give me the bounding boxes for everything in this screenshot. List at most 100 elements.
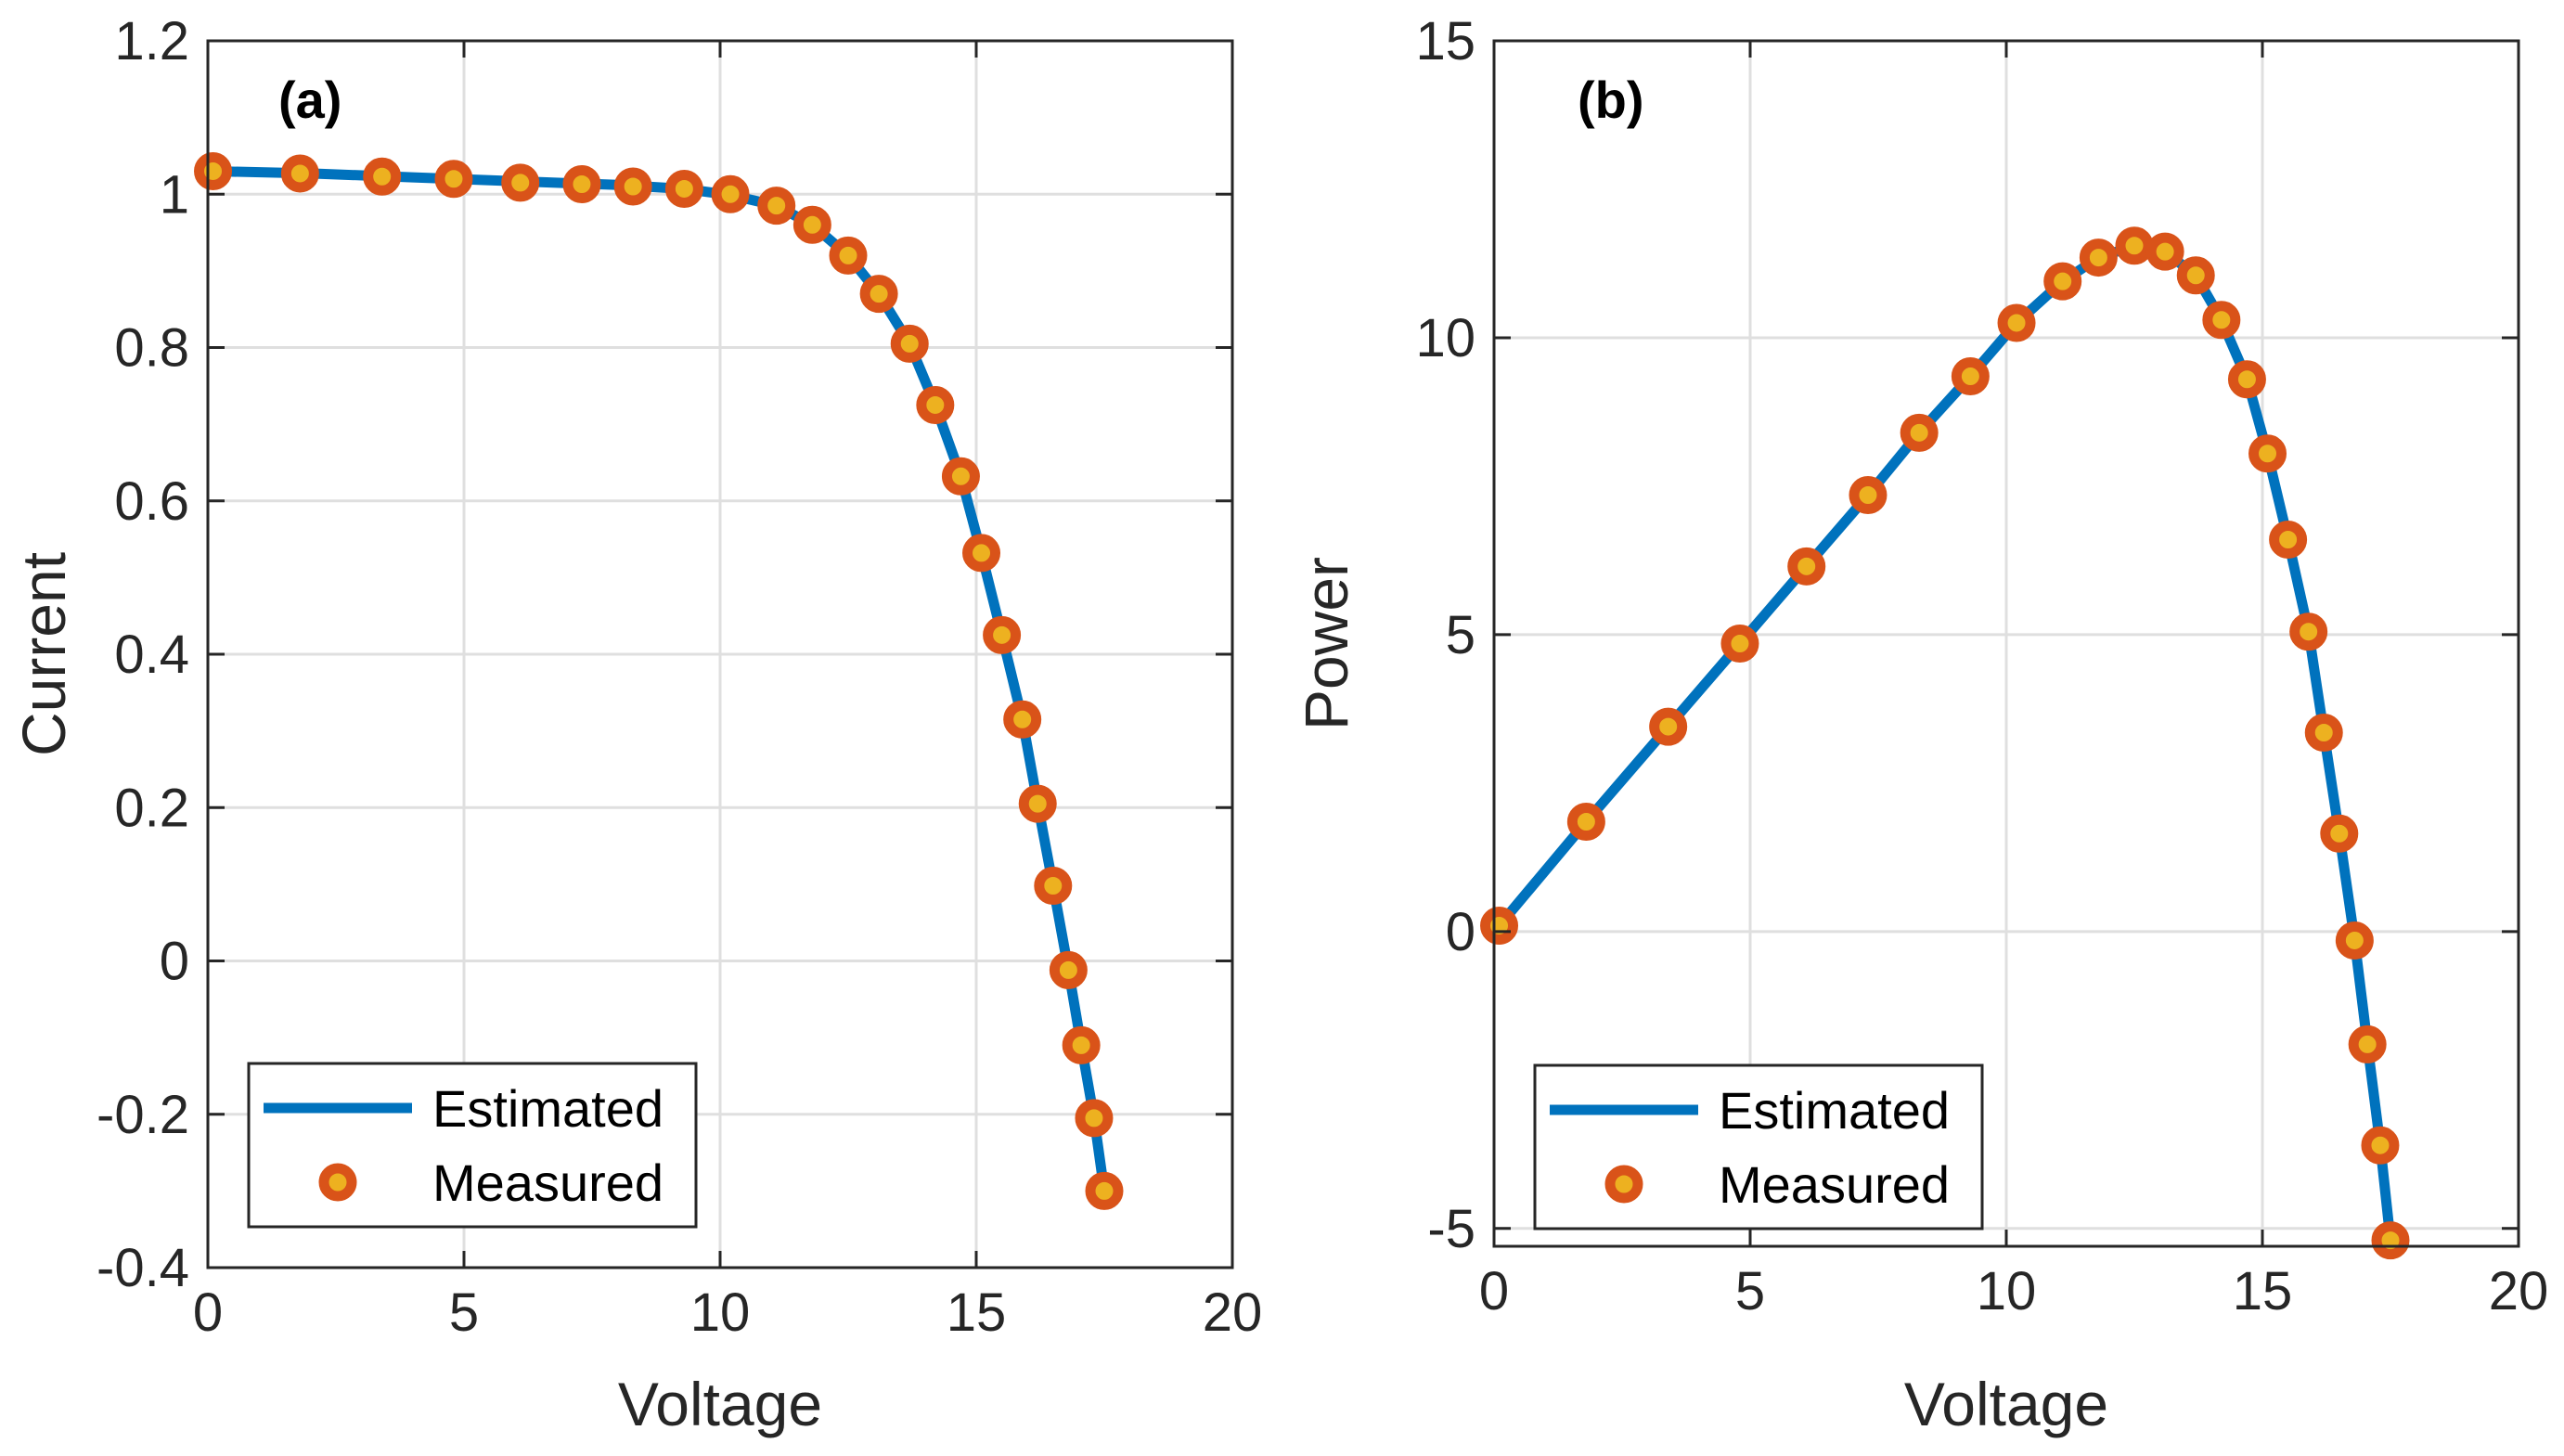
panel-a-measured-point-15 xyxy=(941,457,980,496)
panel-b-measured-point-11 xyxy=(2115,226,2154,265)
panel-a-x-tick-label-4: 20 xyxy=(1203,1282,1263,1343)
panel-b-measured-point-16 xyxy=(2248,434,2287,473)
panel-a-measured-point-6 xyxy=(613,167,652,206)
panel-a-tag: (a) xyxy=(278,71,341,129)
panel-b-ticks xyxy=(1492,39,2520,1246)
panel-a-tick-labels: 0 5 10 15 20 -0.4 -0.2 0 0.2 0.4 0.6 0.8 1 1.2 xyxy=(97,11,1262,1343)
panel-a-measured-point-3 xyxy=(434,160,473,199)
panel-b-y-tick-label-4: 15 xyxy=(1415,11,1475,71)
panel-a-legend-estimated-label: Estimated xyxy=(432,1079,664,1138)
panel-a-measured-point-16 xyxy=(962,534,1001,573)
panel-b-measured-point-23 xyxy=(2361,1126,2400,1165)
panel-b-legend: Estimated Measured xyxy=(1533,1063,1984,1231)
panel-a-measured-point-12 xyxy=(859,275,898,314)
panel-b-x-tick-label-0: 0 xyxy=(1479,1261,1509,1321)
panel-a-measured-point-1 xyxy=(280,154,319,193)
panel-b-measured-point-18 xyxy=(2289,612,2328,651)
panel-b-measured-point-7 xyxy=(1951,357,1990,396)
panel-a-measured-point-14 xyxy=(916,385,955,424)
panel-a-legend-measured-swatch xyxy=(318,1163,357,1202)
panel-b-measured-point-21 xyxy=(2335,921,2374,960)
panel-a-y-tick-label-8: 1.2 xyxy=(114,11,189,71)
panel-b-measured-point-13 xyxy=(2176,256,2215,295)
panel-b-measured-point-1 xyxy=(1566,802,1605,841)
panel-a-measured-point-5 xyxy=(562,165,601,204)
panel-a-legend: Estimated Measured xyxy=(247,1062,698,1229)
panel-a-y-tick-label-2: 0 xyxy=(160,932,189,992)
panel-a-y-tick-label-7: 1 xyxy=(160,164,189,225)
panel-b-legend-measured-swatch xyxy=(1604,1165,1643,1204)
panel-a-y-tick-label-1: -0.2 xyxy=(97,1085,189,1145)
panel-a-ticks xyxy=(206,39,1234,1269)
panel-b-y-tick-label-0: -5 xyxy=(1427,1199,1475,1259)
panel-b-measured-point-2 xyxy=(1649,707,1688,746)
panel-a-measured-point-0 xyxy=(194,151,233,190)
panel-a-measured-point-18 xyxy=(1003,700,1042,739)
panel-a-measured-point-24 xyxy=(1085,1171,1124,1210)
panel-a-y-tick-label-3: 0.2 xyxy=(114,778,189,838)
panel-a-series xyxy=(194,151,1124,1210)
panel-b-measured-point-3 xyxy=(1720,625,1759,663)
panel-a-measured-point-7 xyxy=(664,169,703,208)
panel-a-measured-point-20 xyxy=(1034,867,1073,906)
panel-a-measured-point-22 xyxy=(1062,1025,1101,1064)
panel-b-measured-point-14 xyxy=(2202,301,2241,340)
panel-b-legend-box xyxy=(1533,1063,1984,1231)
panel-a-measured-point-23 xyxy=(1075,1099,1114,1138)
panel-a-measured-point-8 xyxy=(711,174,750,213)
panel-a-measured-point-11 xyxy=(829,236,868,275)
panel-b-legend-measured-label: Measured xyxy=(1719,1155,1950,1214)
panel-a-y-tick-label-4: 0.4 xyxy=(114,625,189,685)
panel-b-y-tick-label-3: 10 xyxy=(1415,308,1475,368)
panel-a-x-tick-label-0: 0 xyxy=(193,1282,223,1343)
panel-b-measured-point-22 xyxy=(2348,1024,2387,1063)
panel-a-measured-point-17 xyxy=(983,615,1022,654)
panel-b-measured-point-5 xyxy=(1849,476,1888,515)
panel-b-measured-point-15 xyxy=(2227,360,2266,399)
panel-b-y-tick-label-2: 5 xyxy=(1446,605,1475,665)
panel-a-x-tick-label-1: 5 xyxy=(449,1282,479,1343)
panel-a-x-axis-label: Voltage xyxy=(618,1370,822,1438)
panel-a-estimated-line xyxy=(208,166,1110,1196)
panel-a-measured-point-9 xyxy=(757,187,796,225)
panel-a-measured-point-2 xyxy=(363,157,402,196)
panel-a-measured-point-19 xyxy=(1018,784,1057,823)
panel-b-measured-point-19 xyxy=(2304,713,2343,752)
panel-b-measured-point-6 xyxy=(1900,413,1939,452)
panel-b-measured-point-12 xyxy=(2145,232,2184,271)
panel-a-legend-measured-label: Measured xyxy=(432,1153,664,1212)
panel-b-measured-point-8 xyxy=(1997,303,2036,342)
panel-a-current-vs-voltage: 0 5 10 15 20 -0.4 -0.2 0 0.2 0.4 0.6 0.8 1 1.2 (a) Vo… xyxy=(9,11,1262,1438)
panel-b-measured-point-4 xyxy=(1787,547,1826,586)
panel-a-measured-point-4 xyxy=(501,163,540,202)
panel-a-y-tick-label-0: -0.4 xyxy=(97,1238,189,1298)
panel-b-x-tick-label-2: 10 xyxy=(1977,1261,2037,1321)
panel-a-measured-point-21 xyxy=(1049,950,1088,989)
panel-b-measured-point-24 xyxy=(2371,1221,2410,1260)
panel-a-y-tick-label-6: 0.8 xyxy=(114,318,189,379)
panel-b-tag: (b) xyxy=(1578,71,1644,129)
panel-a-legend-box xyxy=(247,1062,698,1229)
panel-b-y-axis-label: Power xyxy=(1292,557,1360,730)
panel-b-measured-point-0 xyxy=(1480,906,1519,945)
panel-b-measured-point-10 xyxy=(2079,238,2118,277)
panel-b-series xyxy=(1480,226,2410,1260)
panel-a-x-tick-label-2: 10 xyxy=(690,1282,751,1343)
panel-a-measured-point-13 xyxy=(890,324,929,363)
panel-b-x-tick-label-1: 5 xyxy=(1735,1261,1765,1321)
panel-a-y-tick-label-5: 0.6 xyxy=(114,471,189,532)
panel-b-x-axis-label: Voltage xyxy=(1904,1370,2108,1438)
panel-b-y-tick-label-1: 0 xyxy=(1446,902,1475,962)
panel-b-x-tick-label-4: 20 xyxy=(2489,1261,2549,1321)
panel-b-legend-estimated-label: Estimated xyxy=(1719,1081,1950,1140)
panel-b-measured-point-9 xyxy=(2043,262,2082,301)
panel-a-measured-point-10 xyxy=(792,205,831,244)
panel-a-y-axis-label: Current xyxy=(9,552,78,756)
panel-a-x-tick-label-3: 15 xyxy=(947,1282,1007,1343)
panel-b-measured-point-17 xyxy=(2269,521,2308,560)
panel-b-measured-point-20 xyxy=(2320,814,2359,853)
panel-b-x-tick-label-3: 15 xyxy=(2233,1261,2293,1321)
